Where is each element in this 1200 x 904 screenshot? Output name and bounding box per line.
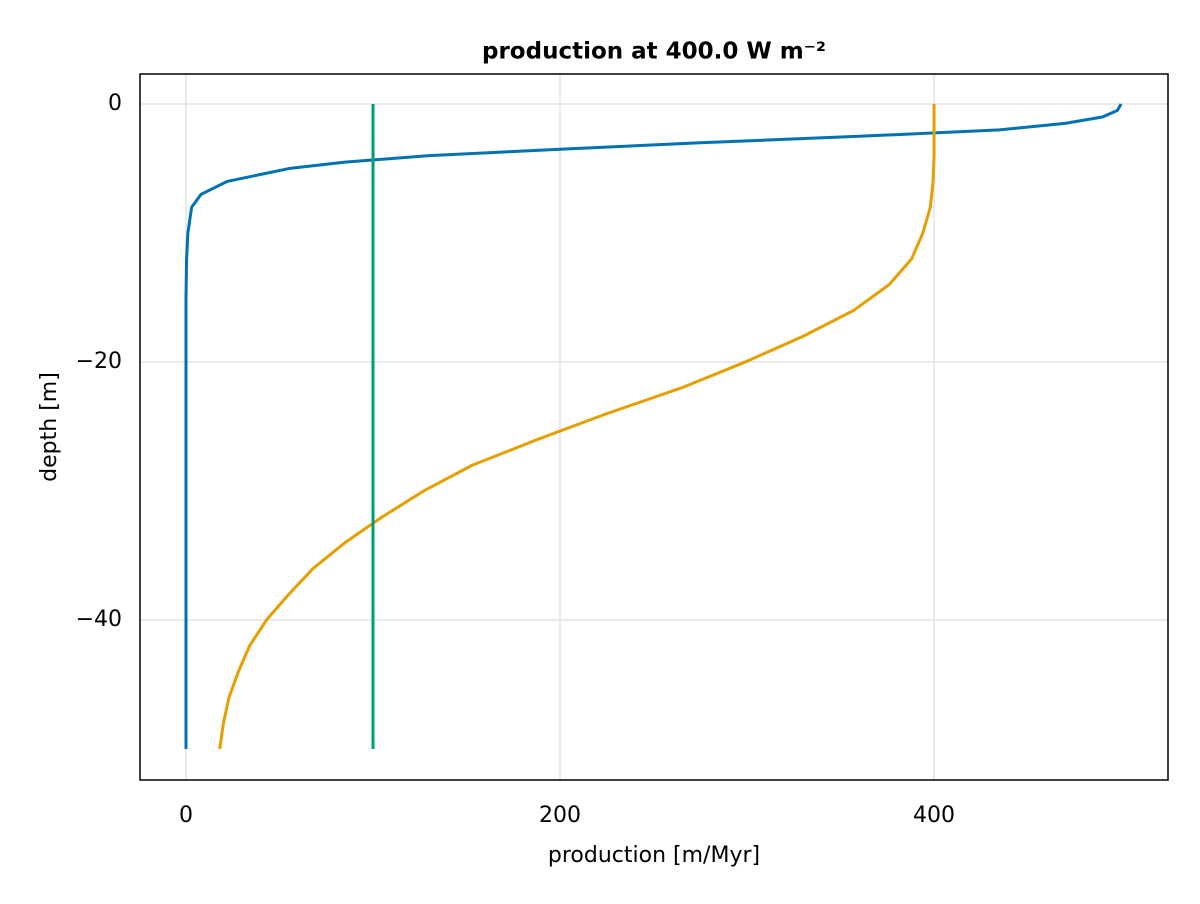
grid [140,74,1168,780]
x-tick-label: 200 [539,803,581,828]
y-tick-label: −40 [76,607,122,632]
y-tick-label: 0 [108,91,122,116]
series-line [218,104,936,750]
plot-lines [184,103,1123,750]
x-tick-label: 400 [913,803,955,828]
series-line [184,103,1123,750]
plot-frame [139,73,1169,781]
y-tick-label: −20 [76,349,122,374]
chart-title: production at 400.0 W m⁻² [482,39,826,65]
x-tick-label: 0 [179,803,193,828]
x-axis-label: production [m/Myr] [548,843,760,868]
y-axis-label: depth [m] [37,372,62,482]
